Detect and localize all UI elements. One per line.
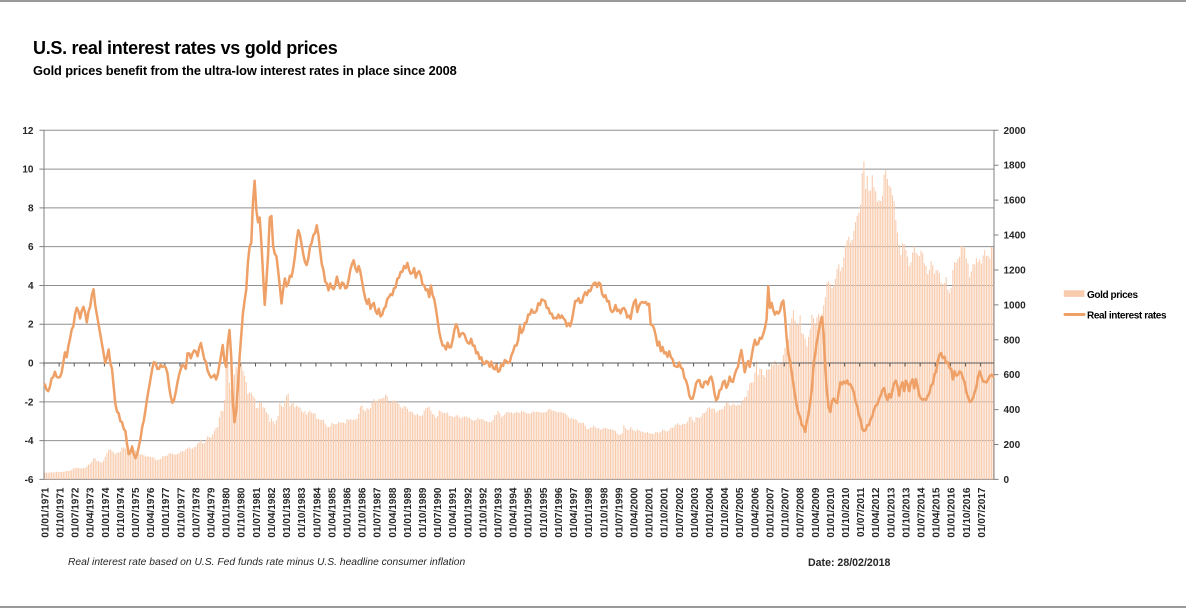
- svg-text:01/01/1998: 01/01/1998: [584, 487, 595, 537]
- svg-text:01/01/1983: 01/01/1983: [282, 487, 293, 537]
- svg-text:01/07/2011: 01/07/2011: [856, 487, 867, 537]
- svg-text:01/10/1974: 01/10/1974: [116, 487, 127, 537]
- svg-text:4: 4: [28, 281, 34, 292]
- svg-text:01/04/2000: 01/04/2000: [629, 487, 640, 537]
- svg-text:01/04/2006: 01/04/2006: [750, 487, 761, 537]
- svg-text:01/01/2016: 01/01/2016: [947, 487, 958, 537]
- svg-text:01/04/2015: 01/04/2015: [932, 487, 943, 537]
- svg-text:01/01/1992: 01/01/1992: [463, 487, 474, 537]
- svg-text:10: 10: [22, 165, 34, 176]
- svg-text:2000: 2000: [1004, 126, 1027, 137]
- svg-text:01/01/1989: 01/01/1989: [403, 487, 414, 537]
- svg-text:-6: -6: [25, 475, 34, 486]
- svg-text:01/07/1978: 01/07/1978: [191, 487, 202, 537]
- svg-text:01/10/1977: 01/10/1977: [176, 487, 187, 537]
- svg-text:01/04/1994: 01/04/1994: [509, 487, 520, 537]
- svg-text:01/04/1976: 01/04/1976: [146, 487, 157, 537]
- svg-text:01/04/1973: 01/04/1973: [86, 487, 97, 537]
- svg-text:01/07/2014: 01/07/2014: [916, 487, 927, 537]
- svg-text:400: 400: [1004, 405, 1021, 416]
- svg-text:01/04/1979: 01/04/1979: [207, 487, 218, 537]
- svg-text:1400: 1400: [1004, 231, 1027, 242]
- svg-text:01/01/1986: 01/01/1986: [342, 487, 353, 537]
- svg-text:01/04/2009: 01/04/2009: [811, 487, 822, 537]
- svg-text:01/01/2013: 01/01/2013: [886, 487, 897, 537]
- svg-text:01/10/1986: 01/10/1986: [358, 487, 369, 537]
- svg-text:01/10/1995: 01/10/1995: [539, 487, 550, 537]
- svg-text:01/01/1974: 01/01/1974: [101, 487, 112, 537]
- svg-text:01/07/2005: 01/07/2005: [735, 487, 746, 537]
- svg-text:01/10/1989: 01/10/1989: [418, 487, 429, 537]
- svg-text:0: 0: [1004, 475, 1010, 486]
- svg-text:01/01/1995: 01/01/1995: [524, 487, 535, 537]
- svg-text:6: 6: [28, 242, 34, 253]
- svg-text:01/10/2010: 01/10/2010: [841, 487, 852, 537]
- svg-text:200: 200: [1004, 440, 1021, 451]
- svg-text:0: 0: [28, 359, 34, 370]
- svg-text:01/07/2017: 01/07/2017: [977, 487, 988, 537]
- svg-text:01/04/1991: 01/04/1991: [448, 487, 459, 537]
- svg-text:01/10/2016: 01/10/2016: [962, 487, 973, 537]
- svg-text:01/07/1996: 01/07/1996: [554, 487, 565, 537]
- svg-text:01/04/1982: 01/04/1982: [267, 487, 278, 537]
- svg-text:01/07/1993: 01/07/1993: [494, 487, 505, 537]
- svg-text:12: 12: [22, 126, 34, 137]
- svg-text:Gold prices: Gold prices: [1087, 290, 1138, 301]
- svg-text:01/01/2007: 01/01/2007: [765, 487, 776, 537]
- svg-text:01/10/1992: 01/10/1992: [478, 487, 489, 537]
- svg-text:01/10/2004: 01/10/2004: [720, 487, 731, 537]
- svg-text:01/10/2007: 01/10/2007: [781, 487, 792, 537]
- svg-text:600: 600: [1004, 370, 1021, 381]
- svg-text:01/01/2004: 01/01/2004: [705, 487, 716, 537]
- svg-text:01/07/2002: 01/07/2002: [675, 487, 686, 537]
- svg-text:01/01/2001: 01/01/2001: [645, 487, 656, 537]
- svg-text:2: 2: [28, 320, 34, 331]
- svg-text:01/01/1977: 01/01/1977: [161, 487, 172, 537]
- svg-text:01/07/1981: 01/07/1981: [252, 487, 263, 537]
- svg-text:01/10/1983: 01/10/1983: [297, 487, 308, 537]
- svg-text:01/07/1987: 01/07/1987: [373, 487, 384, 537]
- svg-text:01/10/1980: 01/10/1980: [237, 487, 248, 537]
- svg-text:01/07/1972: 01/07/1972: [71, 487, 82, 537]
- svg-text:01/01/1980: 01/01/1980: [222, 487, 233, 537]
- svg-text:01/04/1985: 01/04/1985: [327, 487, 338, 537]
- svg-text:01/07/1999: 01/07/1999: [614, 487, 625, 537]
- svg-text:1000: 1000: [1004, 300, 1027, 311]
- svg-text:01/07/1990: 01/07/1990: [433, 487, 444, 537]
- svg-text:01/10/1971: 01/10/1971: [55, 487, 66, 537]
- svg-text:01/01/2010: 01/01/2010: [826, 487, 837, 537]
- svg-text:1600: 1600: [1004, 196, 1027, 207]
- svg-text:01/01/1971: 01/01/1971: [40, 487, 51, 537]
- svg-text:800: 800: [1004, 335, 1021, 346]
- svg-text:8: 8: [28, 203, 34, 214]
- svg-text:01/04/2012: 01/04/2012: [871, 487, 882, 537]
- svg-text:-2: -2: [25, 397, 34, 408]
- svg-text:-4: -4: [25, 436, 34, 447]
- svg-text:01/07/2008: 01/07/2008: [796, 487, 807, 537]
- svg-text:01/10/1998: 01/10/1998: [599, 487, 610, 537]
- svg-text:01/04/1997: 01/04/1997: [569, 487, 580, 537]
- svg-text:01/07/1975: 01/07/1975: [131, 487, 142, 537]
- svg-text:01/10/2013: 01/10/2013: [901, 487, 912, 537]
- svg-text:1200: 1200: [1004, 265, 1027, 276]
- svg-text:01/04/2003: 01/04/2003: [690, 487, 701, 537]
- svg-text:1800: 1800: [1004, 161, 1027, 172]
- svg-text:01/10/2001: 01/10/2001: [660, 487, 671, 537]
- svg-text:01/04/1988: 01/04/1988: [388, 487, 399, 537]
- svg-text:01/07/1984: 01/07/1984: [312, 487, 323, 537]
- svg-text:Real interest rates: Real interest rates: [1087, 311, 1167, 322]
